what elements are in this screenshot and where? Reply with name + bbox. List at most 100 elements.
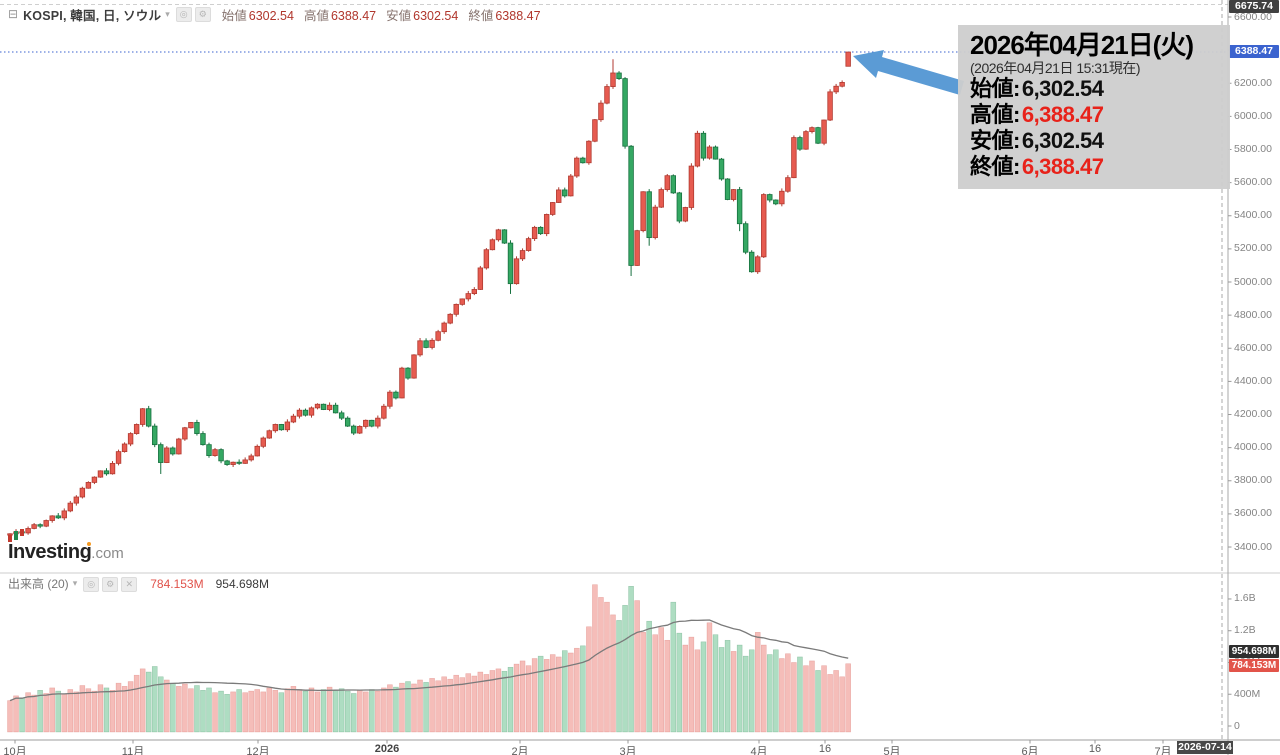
- volume-bar: [381, 687, 387, 733]
- chevron-down-icon[interactable]: ▾: [72, 578, 78, 588]
- volume-tick-label: 400M: [1234, 687, 1261, 700]
- candle: [519, 250, 526, 260]
- volume-bar: [797, 656, 803, 733]
- volume-bar: [290, 686, 297, 733]
- price-tick-label: 4600.00: [1234, 341, 1272, 354]
- candle: [218, 449, 224, 462]
- candle: [429, 339, 435, 348]
- callout-ohlc-row: 始値:6,302.54: [970, 76, 1104, 101]
- logo-candles-icon: [8, 529, 124, 542]
- candle: [531, 226, 538, 240]
- collapse-pane-icon[interactable]: ⊟: [8, 7, 19, 21]
- ohlc-readout: 始値 6302.54 高値 6388.47 安値 6302.54 終値 6388.47: [222, 5, 541, 24]
- volume-bar: [568, 652, 574, 733]
- candle: [97, 470, 104, 478]
- volume-bar: [839, 676, 845, 733]
- time-tick-label: 16: [818, 743, 832, 755]
- candle: [133, 424, 140, 434]
- candle: [387, 391, 393, 407]
- volume-bar: [598, 597, 604, 733]
- volume-tick-label: 1.6B: [1234, 592, 1256, 605]
- visibility-icon[interactable]: ◎: [175, 7, 192, 22]
- volume-bar: [779, 658, 785, 733]
- candle: [79, 487, 86, 498]
- crosshair-price-badge: 6675.74: [1229, 0, 1279, 13]
- candle: [773, 199, 779, 205]
- settings-icon[interactable]: ⚙: [194, 7, 211, 22]
- candle: [55, 515, 61, 519]
- volume-bar: [773, 649, 779, 733]
- volume-bar: [646, 620, 652, 733]
- candle: [405, 367, 411, 379]
- candle: [507, 242, 514, 285]
- close-icon[interactable]: ✕: [121, 576, 138, 592]
- volume-bar: [266, 687, 273, 733]
- candle: [453, 303, 459, 315]
- volume-indicator-header: 出来高 (20) ▾ ◎ ⚙ ✕ 784.153M 954.698M: [8, 576, 269, 592]
- candle: [471, 289, 478, 295]
- ohlc-item: 始値 6302.54: [221, 8, 294, 23]
- candle: [562, 189, 568, 197]
- volume-bar: [79, 685, 86, 733]
- candle: [351, 425, 357, 434]
- candle: [194, 422, 200, 434]
- candle: [338, 412, 345, 419]
- volume-bar: [622, 605, 628, 733]
- time-tick-label: 7月: [1154, 746, 1172, 755]
- date-callout-box: 2026年04月21日(火) (2026年04月21日 15:31現在) 始値:…: [958, 25, 1230, 189]
- volume-bar: [121, 686, 128, 733]
- candle: [610, 72, 616, 87]
- volume-bar: [387, 684, 393, 733]
- volume-bar: [308, 687, 315, 733]
- volume-bar: [254, 689, 260, 733]
- volume-bar: [531, 658, 538, 733]
- candle: [139, 408, 146, 425]
- candle: [296, 409, 303, 417]
- volume-bar: [706, 622, 713, 733]
- volume-bar: [194, 685, 200, 733]
- time-tick-label: 16: [1088, 743, 1102, 755]
- candle: [67, 502, 73, 512]
- candle: [332, 404, 339, 414]
- volume-bar: [537, 655, 544, 733]
- investing-logo: Investing.com: [8, 529, 124, 564]
- candle: [369, 419, 375, 427]
- volume-bar: [634, 600, 640, 733]
- candle: [736, 189, 743, 225]
- candle: [393, 391, 399, 399]
- volume-bar: [115, 682, 122, 733]
- volume-bar: [393, 686, 399, 733]
- volume-bar: [489, 670, 496, 733]
- volume-bar: [616, 620, 622, 733]
- visibility-icon[interactable]: ◎: [83, 576, 100, 592]
- candle: [598, 102, 604, 121]
- candle: [543, 214, 550, 235]
- candle: [73, 496, 80, 504]
- time-tick-label: 3月: [619, 746, 637, 755]
- candle: [477, 267, 484, 290]
- volume-bar: [139, 668, 146, 733]
- time-tick-label: 10月: [3, 746, 27, 755]
- settings-icon[interactable]: ⚙: [102, 576, 119, 592]
- time-tick-label: 2月: [511, 746, 529, 755]
- volume-bar: [272, 690, 279, 733]
- chevron-down-icon[interactable]: ▾: [165, 8, 170, 19]
- volume-bar: [754, 632, 761, 733]
- candle: [447, 313, 453, 324]
- volume-tick-label: 1.2B: [1234, 624, 1256, 637]
- candle: [742, 223, 749, 253]
- volume-bar: [399, 682, 405, 733]
- last-price-badge: 6388.47: [1229, 45, 1279, 58]
- callout-arrow: [853, 50, 964, 95]
- candle: [676, 192, 683, 222]
- candle: [435, 331, 441, 341]
- candle: [755, 256, 761, 273]
- candle: [423, 340, 429, 348]
- candle: [664, 175, 670, 190]
- candle: [767, 194, 773, 201]
- volume-bar: [845, 663, 851, 733]
- volume-bar: [332, 690, 339, 733]
- price-tick-label: 4000.00: [1234, 441, 1272, 454]
- volume-bar: [133, 674, 140, 733]
